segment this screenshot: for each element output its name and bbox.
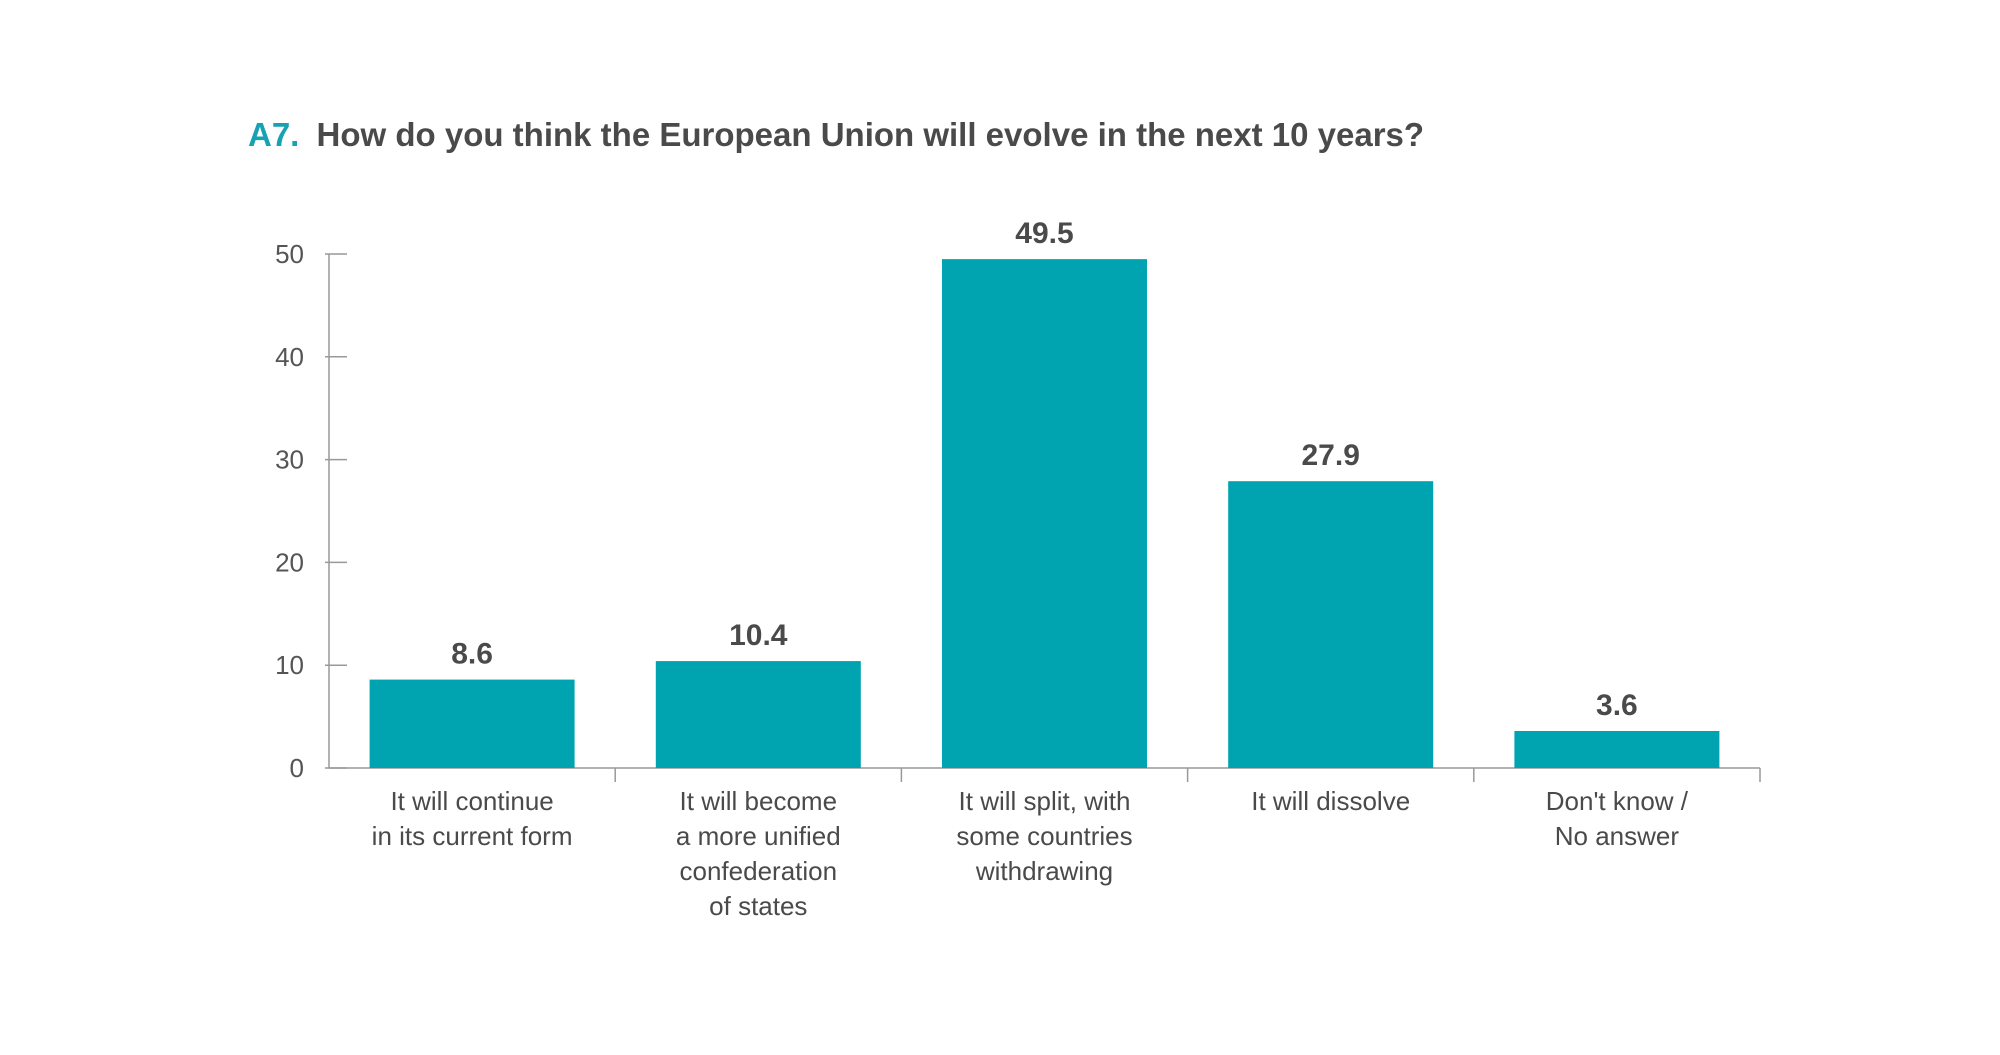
x-tick-label: some countries [956, 821, 1132, 851]
labels: 8.6 It will continue in its current form 10… [372, 217, 1689, 921]
data-label: 10.4 [729, 619, 788, 652]
x-tick-label: No answer [1555, 821, 1680, 851]
chart-title: A7. How do you think the European Union … [248, 116, 1424, 153]
y-tick-label: 30 [275, 445, 304, 475]
y-tick-label: 10 [275, 650, 304, 680]
bar [942, 259, 1147, 768]
bars [369, 259, 1720, 768]
data-label: 27.9 [1302, 439, 1360, 472]
data-label: 8.6 [451, 638, 493, 671]
x-tick-label: of states [709, 891, 807, 921]
x-tick-label: Don't know / [1546, 786, 1689, 816]
bar [1514, 730, 1720, 768]
y-tick-label: 50 [275, 239, 304, 269]
x-tick-label: It will continue [390, 786, 553, 816]
chart-title-prefix: A7. [248, 116, 299, 153]
x-tick-label: confederation [680, 856, 838, 886]
x-tick-label: in its current form [372, 821, 573, 851]
x-tick-label: a more unified [676, 821, 841, 851]
x-tick-label: It will become [680, 786, 838, 816]
data-label: 49.5 [1015, 217, 1073, 250]
chart-title-text: How do you think the European Union will… [317, 116, 1425, 153]
x-tick-label: It will split, with [959, 786, 1131, 816]
bar [655, 661, 861, 768]
x-tick-label: It will dissolve [1251, 786, 1410, 816]
data-label: 3.6 [1596, 689, 1638, 722]
bar [1228, 481, 1434, 768]
y-tick-label: 0 [290, 753, 304, 783]
y-tick-label: 20 [275, 547, 304, 577]
y-tick-label: 40 [275, 342, 304, 372]
bar [369, 679, 575, 768]
x-tick-label: withdrawing [975, 856, 1113, 886]
